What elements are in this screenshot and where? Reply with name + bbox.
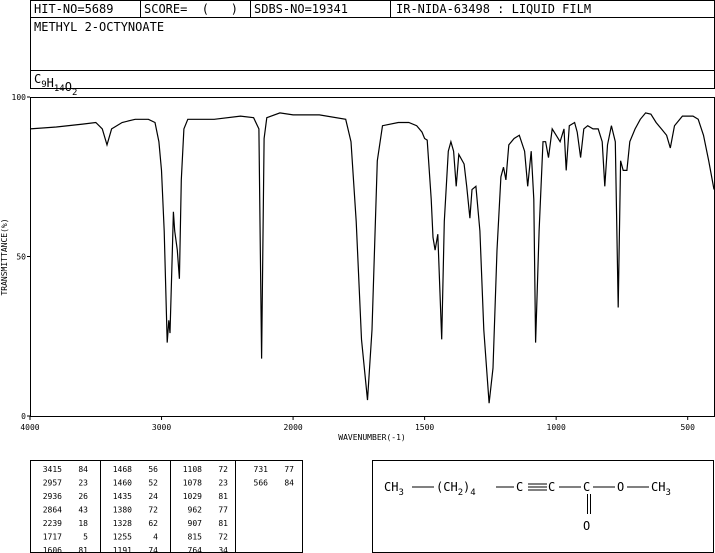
x-tick-label: 3000 xyxy=(152,423,171,432)
peak-wavenumber: 1468 xyxy=(113,465,132,474)
structure-label: )4 xyxy=(463,480,476,498)
subscript: 3 xyxy=(665,488,670,498)
hit-no: HIT-NO=5689 xyxy=(34,2,113,16)
subscript: 9 xyxy=(41,80,46,90)
atom: (CH xyxy=(436,480,458,494)
peak-transmittance: 34 xyxy=(218,546,228,553)
peak-wavenumber: 2864 xyxy=(43,506,62,515)
header-box xyxy=(30,0,715,18)
x-axis-label: WAVENUMBER(-1) xyxy=(338,433,405,442)
peak-transmittance: 62 xyxy=(148,519,158,528)
peak-transmittance: 84 xyxy=(284,479,294,488)
peak-transmittance: 81 xyxy=(78,546,88,553)
peak-transmittance: 81 xyxy=(218,519,228,528)
peak-transmittance: 77 xyxy=(218,506,228,515)
structure-label: C xyxy=(583,480,590,494)
atom: CH xyxy=(651,480,665,494)
peak-wavenumber: 3415 xyxy=(43,465,62,474)
atom: O xyxy=(617,480,624,494)
x-tick-label: 2000 xyxy=(283,423,302,432)
peak-transmittance: 18 xyxy=(78,519,88,528)
bonds xyxy=(412,483,649,514)
peak-wavenumber: 1328 xyxy=(113,519,132,528)
formula-box xyxy=(30,70,715,89)
structure-label: C xyxy=(548,480,555,494)
peak-transmittance: 5 xyxy=(83,533,88,542)
peak-wavenumber: 1717 xyxy=(43,533,62,542)
peak-wavenumber: 1435 xyxy=(113,492,132,501)
peak-transmittance: 24 xyxy=(148,492,158,501)
peak-wavenumber: 815 xyxy=(188,533,203,542)
peak-wavenumber: 1255 xyxy=(113,533,132,542)
score: SCORE= ( ) xyxy=(144,2,238,16)
peak-wavenumber: 962 xyxy=(188,506,203,515)
structure-label: (CH2 xyxy=(436,480,463,498)
y-tick-label: 50 xyxy=(16,253,26,262)
peak-transmittance: 77 xyxy=(284,465,294,474)
peak-wavenumber: 2957 xyxy=(43,479,62,488)
peak-transmittance: 23 xyxy=(78,479,88,488)
structure-label: C xyxy=(516,480,523,494)
peak-table xyxy=(30,460,303,553)
peak-wavenumber: 907 xyxy=(188,519,203,528)
atom: C xyxy=(516,480,523,494)
x-tick-label: 1000 xyxy=(547,423,566,432)
peak-wavenumber: 731 xyxy=(254,465,269,474)
x-tick-label: 4000 xyxy=(20,423,39,432)
peak-wavenumber: 566 xyxy=(254,479,269,488)
peak-transmittance: 26 xyxy=(78,492,88,501)
peak-transmittance: 81 xyxy=(218,492,228,501)
y-tick-label: 0 xyxy=(21,412,26,421)
peak-transmittance: 52 xyxy=(148,479,158,488)
peak-transmittance: 4 xyxy=(153,533,158,542)
peak-transmittance: 56 xyxy=(148,465,158,474)
peak-wavenumber: 1108 xyxy=(183,465,202,474)
structure-label: CH3 xyxy=(651,480,671,498)
peak-wavenumber: 1460 xyxy=(113,479,132,488)
y-tick-label: 100 xyxy=(12,93,27,102)
atom: C xyxy=(34,72,41,86)
peak-wavenumber: 1380 xyxy=(113,506,132,515)
peak-transmittance: 72 xyxy=(218,533,228,542)
x-tick-label: 1500 xyxy=(415,423,434,432)
subscript: 2 xyxy=(458,488,463,498)
atom: H xyxy=(47,76,54,90)
atom: C xyxy=(583,480,590,494)
peak-transmittance: 74 xyxy=(148,546,158,553)
structure-label: O xyxy=(617,480,624,494)
peak-transmittance: 84 xyxy=(78,465,88,474)
y-axis-label: TRANSMITTANCE(%) xyxy=(0,218,9,295)
spectrum-line xyxy=(29,112,715,404)
atom: O xyxy=(65,80,72,94)
subscript: 4 xyxy=(470,488,475,498)
structure-label: O xyxy=(583,519,590,533)
subscript: 2 xyxy=(72,88,77,98)
x-tick-label: 500 xyxy=(680,423,695,432)
peak-wavenumber: 2239 xyxy=(43,519,62,528)
peak-transmittance: 72 xyxy=(148,506,158,515)
subscript: 14 xyxy=(54,84,65,94)
peak-wavenumber: 1191 xyxy=(113,546,132,553)
sdbs-no: SDBS-NO=19341 xyxy=(254,2,348,16)
atom: CH xyxy=(384,480,398,494)
peak-transmittance: 23 xyxy=(218,479,228,488)
peak-wavenumber: 1606 xyxy=(43,546,62,553)
peak-transmittance: 43 xyxy=(78,506,88,515)
structure-label: CH3 xyxy=(384,480,404,498)
atom: ) xyxy=(463,480,470,494)
peak-wavenumber: 1029 xyxy=(183,492,202,501)
structure-box xyxy=(372,460,714,553)
peak-transmittance: 72 xyxy=(218,465,228,474)
peak-wavenumber: 1078 xyxy=(183,479,202,488)
peak-wavenumber: 2936 xyxy=(43,492,62,501)
compound-name: METHYL 2-OCTYNOATE xyxy=(34,20,164,34)
atom: O xyxy=(583,519,590,533)
subscript: 3 xyxy=(398,488,403,498)
plot-frame xyxy=(30,97,715,417)
formula: C9H14O2 xyxy=(34,72,77,98)
method: IR-NIDA-63498 : LIQUID FILM xyxy=(396,2,591,16)
peak-wavenumber: 764 xyxy=(188,546,203,553)
atom: C xyxy=(548,480,555,494)
